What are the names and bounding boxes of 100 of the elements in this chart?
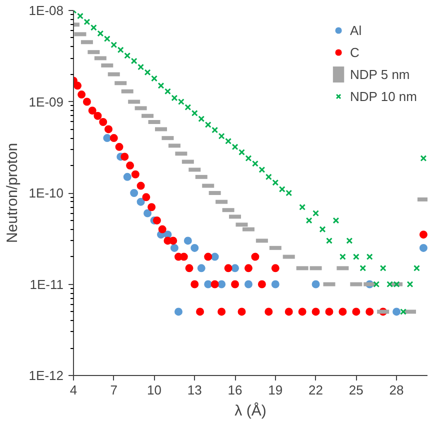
x-tick-label: 4: [70, 382, 78, 398]
point: [198, 116, 205, 122]
point: [252, 160, 258, 167]
point: [97, 30, 104, 37]
x-tick-label: 10: [147, 382, 162, 398]
point: [148, 203, 156, 212]
point: [99, 118, 108, 126]
point: [212, 126, 218, 134]
point: [265, 174, 272, 180]
point: [131, 170, 140, 178]
point: [392, 308, 401, 316]
point: [224, 264, 232, 272]
y-axis-title: Neutron/proton: [4, 142, 21, 244]
point: [366, 308, 374, 316]
point: [299, 204, 306, 210]
x-tick-label: 25: [348, 382, 364, 398]
point: [103, 134, 112, 142]
x-tick-label: 16: [228, 382, 242, 398]
point: [325, 308, 334, 316]
point: [110, 134, 118, 142]
point: [90, 24, 97, 31]
point: [326, 237, 332, 244]
legend-label: NDP 10 nm: [350, 88, 417, 104]
y-tick-label: 1E-08: [28, 3, 64, 18]
point: [339, 254, 346, 260]
legend-label: C: [350, 44, 360, 60]
point: [204, 280, 212, 288]
point: [400, 308, 406, 315]
point: [184, 236, 192, 245]
x-tick-label: 19: [268, 382, 283, 398]
point: [264, 308, 273, 316]
point: [232, 144, 238, 150]
point: [190, 280, 199, 288]
point: [104, 36, 110, 42]
point: [164, 88, 171, 95]
y-tick-label: 1E-09: [28, 94, 64, 110]
point: [218, 132, 225, 140]
point: [258, 280, 266, 288]
point: [406, 281, 414, 288]
point: [204, 252, 212, 261]
x-tick-label: 7: [110, 382, 118, 398]
point: [130, 189, 138, 197]
point: [190, 244, 199, 252]
point: [124, 52, 131, 59]
point: [136, 182, 145, 190]
point: [94, 112, 102, 120]
y-tick-label: 1E-10: [28, 186, 64, 200]
point: [284, 308, 293, 316]
point: [373, 281, 380, 288]
y-tick-label: 1E-12: [28, 368, 64, 383]
point: [278, 186, 286, 192]
point: [258, 166, 266, 173]
point: [126, 162, 134, 170]
point: [366, 254, 373, 260]
point: [174, 308, 182, 316]
point: [123, 172, 132, 181]
point: [419, 230, 428, 239]
point: [152, 216, 161, 224]
point: [271, 280, 280, 288]
point: [420, 155, 427, 162]
point: [82, 98, 91, 106]
x-tick-label: 28: [389, 382, 404, 398]
x-axis-title: λ (Å): [234, 402, 266, 420]
point: [306, 217, 312, 224]
legend-label: NDP 5 nm: [350, 66, 410, 82]
point: [298, 308, 306, 316]
point: [346, 237, 353, 244]
point: [204, 122, 212, 128]
point: [360, 264, 366, 272]
point: [238, 308, 246, 316]
point: [414, 264, 420, 272]
point: [218, 280, 226, 288]
point: [84, 18, 90, 26]
point: [251, 252, 260, 261]
point: [286, 190, 292, 196]
point: [110, 42, 118, 48]
point: [117, 46, 124, 54]
point: [319, 226, 326, 233]
point: [352, 308, 360, 316]
point: [169, 236, 178, 245]
point: [144, 209, 152, 218]
point: [120, 152, 129, 161]
point: [352, 254, 360, 260]
point: [104, 125, 112, 134]
point: [272, 179, 279, 186]
point: [197, 264, 206, 272]
point: [312, 280, 320, 288]
point: [178, 98, 184, 105]
point: [115, 142, 124, 151]
point: [380, 264, 386, 272]
y-tick-label: 1E-11: [30, 276, 64, 292]
x-tick-label: 13: [187, 382, 202, 398]
point: [238, 148, 245, 156]
point: [191, 110, 198, 116]
legend-label: Al: [350, 22, 363, 38]
point: [271, 264, 280, 272]
point: [151, 75, 158, 82]
point: [419, 244, 428, 252]
point: [312, 210, 320, 216]
point: [244, 264, 252, 272]
